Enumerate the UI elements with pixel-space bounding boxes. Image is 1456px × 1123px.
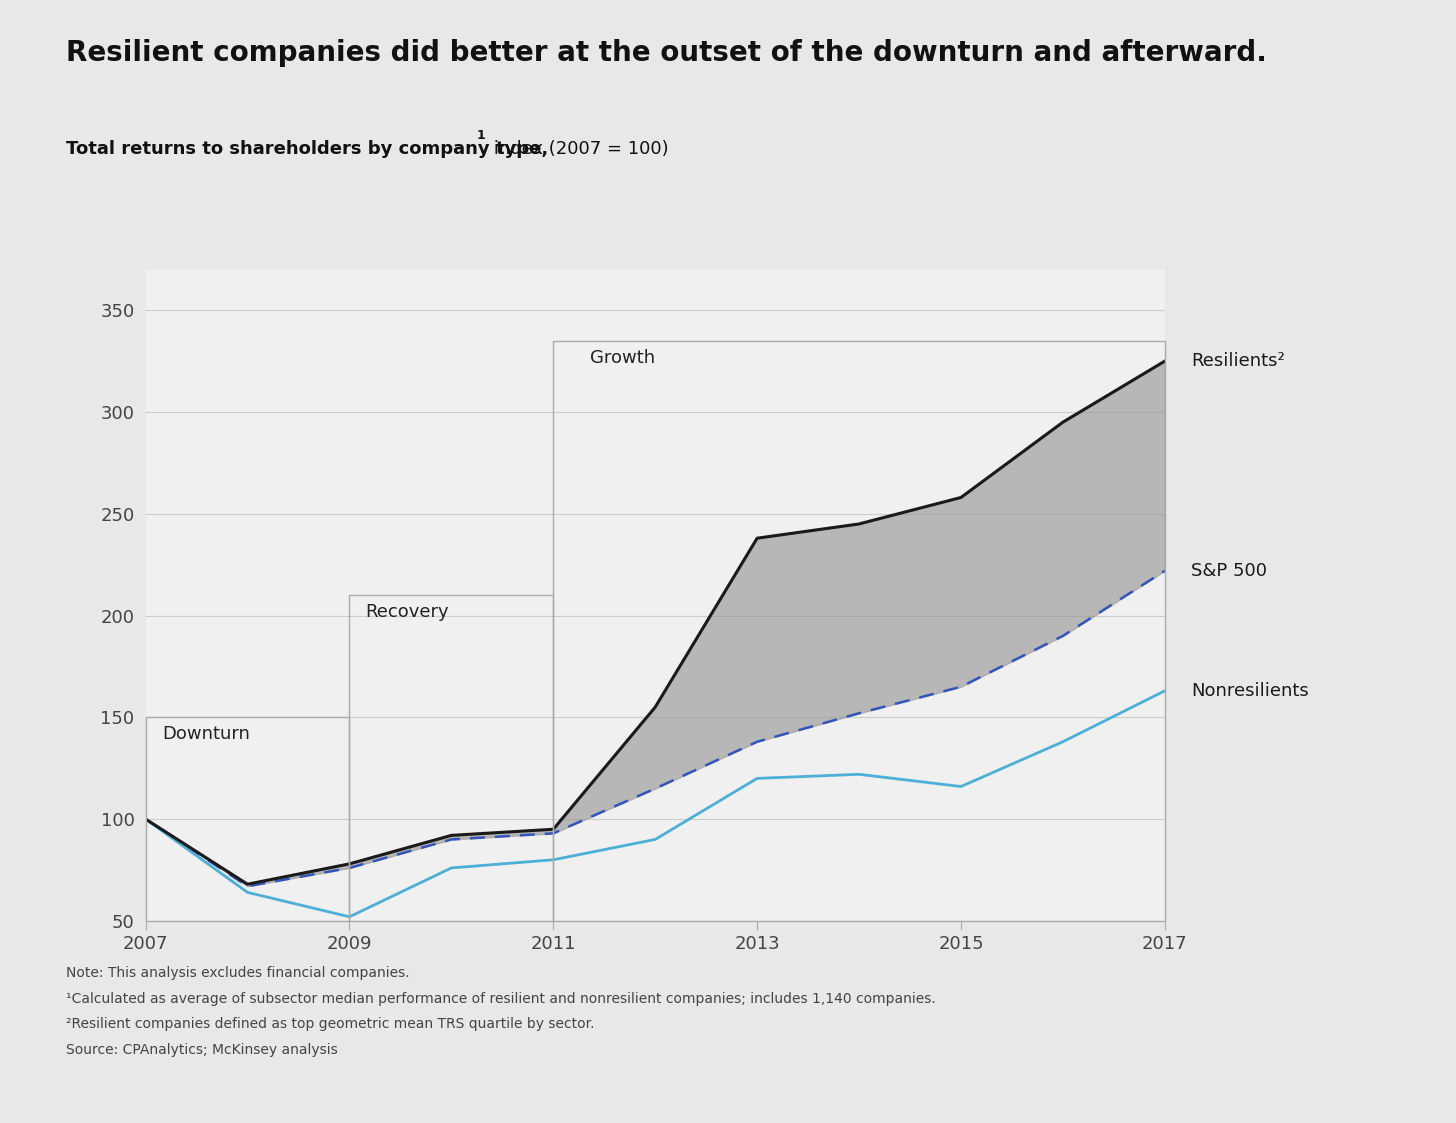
Bar: [553, 340, 1165, 921]
Bar: [146, 718, 349, 921]
Text: ¹Calculated as average of subsector median performance of resilient and nonresil: ¹Calculated as average of subsector medi…: [66, 992, 935, 1005]
Text: Note: This analysis excludes financial companies.: Note: This analysis excludes financial c…: [66, 966, 409, 979]
Text: 1: 1: [476, 129, 485, 143]
Text: Resilients²: Resilients²: [1191, 353, 1284, 371]
Text: S&P 500: S&P 500: [1191, 562, 1267, 579]
Text: Source: CPAnalytics; McKinsey analysis: Source: CPAnalytics; McKinsey analysis: [66, 1043, 338, 1057]
Text: ²Resilient companies defined as top geometric mean TRS quartile by sector.: ²Resilient companies defined as top geom…: [66, 1017, 594, 1031]
Text: Total returns to shareholders by company type,: Total returns to shareholders by company…: [66, 140, 547, 158]
Text: index (2007 = 100): index (2007 = 100): [488, 140, 668, 158]
Text: Nonresilients: Nonresilients: [1191, 682, 1309, 700]
Bar: [349, 595, 553, 921]
Text: Downturn: Downturn: [162, 725, 250, 743]
Text: Resilient companies did better at the outset of the downturn and afterward.: Resilient companies did better at the ou…: [66, 39, 1267, 67]
Text: Growth: Growth: [590, 349, 655, 367]
Text: Recovery: Recovery: [365, 603, 450, 621]
